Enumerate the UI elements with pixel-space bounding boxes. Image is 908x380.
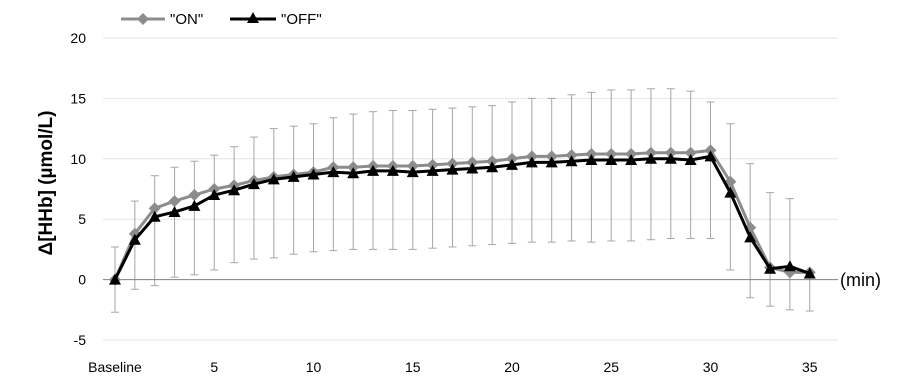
- data-point: [347, 167, 360, 179]
- legend-marker-on: [137, 13, 149, 25]
- data-point: [446, 163, 459, 175]
- data-point: [426, 164, 439, 176]
- data-point: [188, 189, 201, 202]
- data-point: [684, 146, 697, 159]
- data-point: [446, 157, 459, 170]
- y-axis-label: Δ[HHb] (µmol/L): [36, 111, 57, 256]
- x-axis-label: (min): [840, 270, 881, 290]
- data-point: [466, 156, 479, 169]
- data-point: [585, 147, 598, 160]
- data-point: [307, 168, 320, 180]
- y-tick-label: -5: [74, 332, 87, 348]
- legend-item-off: "OFF": [230, 11, 322, 28]
- legend: "ON" "OFF": [121, 11, 322, 28]
- legend-label-off: "OFF": [281, 11, 322, 28]
- data-point: [406, 166, 419, 178]
- data-point: [426, 158, 439, 171]
- x-tick-label: 20: [504, 359, 520, 375]
- data-point: [545, 156, 558, 168]
- data-point: [506, 152, 518, 165]
- data-point: [724, 186, 737, 198]
- data-point: [188, 199, 201, 211]
- x-tick-label: 30: [703, 359, 719, 375]
- y-tick-label: 0: [78, 272, 86, 288]
- data-point: [168, 205, 181, 217]
- data-point: [287, 170, 300, 182]
- data-point: [267, 173, 280, 185]
- data-point: [565, 155, 578, 167]
- data-point: [247, 178, 260, 190]
- x-tick-label: 15: [405, 359, 421, 375]
- x-tick-label: 25: [603, 359, 619, 375]
- legend-label-on: "ON": [170, 11, 203, 28]
- data-point: [347, 161, 360, 174]
- legend-item-on: "ON": [121, 11, 203, 28]
- data-point: [466, 162, 479, 174]
- data-point: [704, 144, 717, 157]
- data-point: [664, 152, 677, 164]
- data-point: [406, 160, 419, 173]
- y-tick-label: 20: [70, 30, 86, 46]
- data-point: [664, 146, 677, 159]
- data-point: [744, 231, 757, 243]
- data-point: [148, 202, 161, 215]
- data-point: [109, 273, 121, 285]
- series: [109, 144, 816, 286]
- data-point: [486, 155, 499, 168]
- data-point: [228, 184, 241, 196]
- data-point: [506, 158, 518, 170]
- data-point: [525, 156, 538, 168]
- legend-marker-off: [247, 12, 259, 23]
- data-point: [327, 166, 340, 178]
- series-line-1: [113, 154, 811, 281]
- x-tick-label: Baseline: [88, 359, 142, 375]
- data-point: [128, 233, 141, 245]
- data-point: [525, 150, 538, 163]
- data-point: [684, 154, 697, 166]
- x-axis-ticks: Baseline 5 10 15 20 25 30 35: [88, 359, 818, 375]
- data-point: [148, 210, 161, 222]
- y-tick-label: 15: [70, 90, 86, 106]
- data-point: [585, 154, 598, 166]
- data-point: [625, 147, 638, 160]
- data-point: [208, 189, 221, 201]
- data-point: [605, 147, 618, 160]
- error-bars: [111, 88, 814, 313]
- data-point: [764, 262, 777, 274]
- data-point: [486, 161, 499, 173]
- data-point: [386, 164, 399, 176]
- y-tick-label: 5: [78, 211, 86, 227]
- data-point: [605, 154, 618, 166]
- data-point: [644, 146, 657, 159]
- x-tick-label: 10: [306, 359, 322, 375]
- data-point: [803, 267, 816, 279]
- data-point: [545, 150, 558, 163]
- y-tick-label: 10: [70, 151, 86, 167]
- data-point: [208, 183, 221, 195]
- data-point: [565, 149, 578, 162]
- x-tick-label: 5: [210, 359, 218, 375]
- x-tick-label: 35: [802, 359, 818, 375]
- data-point: [704, 150, 717, 162]
- y-axis-ticks: -5 0 5 10 15 20: [70, 30, 86, 348]
- data-point: [625, 154, 638, 166]
- data-point: [783, 260, 796, 272]
- data-point: [168, 195, 181, 208]
- data-point: [367, 164, 380, 176]
- data-point: [644, 152, 657, 164]
